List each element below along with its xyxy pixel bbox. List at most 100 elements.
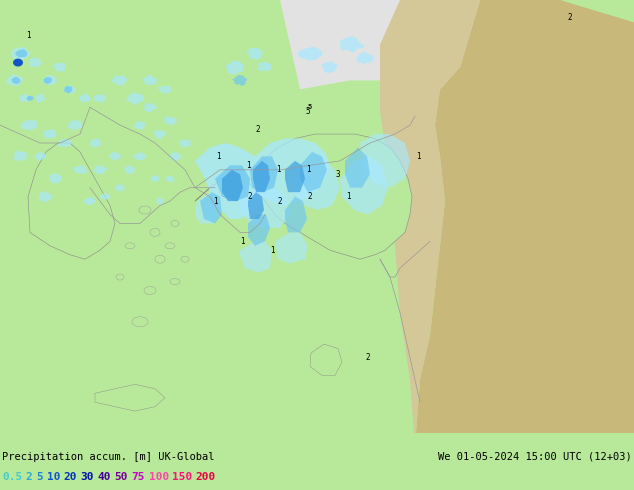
Polygon shape: [340, 156, 388, 215]
Text: 1: 1: [240, 237, 244, 246]
Polygon shape: [248, 215, 270, 246]
Text: 1: 1: [216, 152, 220, 161]
Text: 5: 5: [308, 104, 312, 110]
Text: 150: 150: [172, 472, 192, 482]
Polygon shape: [360, 134, 410, 188]
Text: 1: 1: [276, 165, 280, 174]
Ellipse shape: [181, 256, 189, 262]
Text: 1: 1: [212, 196, 217, 206]
Polygon shape: [42, 75, 59, 86]
Polygon shape: [300, 152, 327, 192]
Text: 75: 75: [131, 472, 145, 482]
Text: 3: 3: [335, 170, 340, 179]
Polygon shape: [179, 140, 192, 147]
Ellipse shape: [171, 220, 179, 226]
Polygon shape: [240, 188, 290, 228]
Polygon shape: [29, 57, 42, 68]
Ellipse shape: [132, 317, 148, 327]
Polygon shape: [280, 0, 570, 125]
Text: 2: 2: [567, 13, 573, 23]
Polygon shape: [39, 191, 53, 202]
Polygon shape: [0, 0, 200, 179]
Polygon shape: [215, 165, 250, 201]
Polygon shape: [143, 102, 158, 112]
Polygon shape: [222, 170, 243, 201]
Polygon shape: [58, 138, 72, 147]
Polygon shape: [165, 176, 174, 182]
Polygon shape: [53, 63, 67, 72]
Polygon shape: [225, 60, 243, 75]
Text: 20: 20: [63, 472, 77, 482]
Text: 5: 5: [306, 107, 310, 116]
Text: 50: 50: [115, 472, 128, 482]
Text: 2: 2: [256, 125, 261, 134]
Text: 1: 1: [346, 192, 351, 201]
Polygon shape: [158, 85, 172, 94]
Polygon shape: [255, 139, 330, 206]
Text: 2: 2: [25, 472, 32, 482]
Polygon shape: [200, 192, 222, 223]
Polygon shape: [345, 147, 370, 188]
Polygon shape: [11, 47, 30, 60]
Ellipse shape: [155, 255, 165, 263]
Polygon shape: [100, 193, 111, 199]
Polygon shape: [42, 129, 57, 139]
Polygon shape: [170, 151, 181, 161]
Polygon shape: [240, 241, 272, 272]
Polygon shape: [94, 166, 107, 174]
Text: 1: 1: [246, 161, 250, 170]
Polygon shape: [0, 0, 160, 156]
Polygon shape: [125, 92, 144, 105]
Polygon shape: [28, 143, 115, 259]
Ellipse shape: [150, 228, 160, 236]
Polygon shape: [321, 61, 338, 73]
Polygon shape: [285, 196, 307, 232]
Text: 0.5: 0.5: [2, 472, 22, 482]
Polygon shape: [35, 94, 45, 103]
Polygon shape: [79, 94, 91, 103]
Polygon shape: [64, 86, 73, 93]
Polygon shape: [295, 161, 340, 210]
Ellipse shape: [139, 206, 151, 214]
Text: We 01-05-2024 15:00 UTC (12+03): We 01-05-2024 15:00 UTC (12+03): [438, 452, 632, 462]
Ellipse shape: [116, 274, 124, 280]
Polygon shape: [141, 75, 158, 85]
Polygon shape: [153, 130, 167, 139]
Polygon shape: [84, 197, 96, 205]
Polygon shape: [112, 75, 129, 86]
Ellipse shape: [170, 278, 180, 285]
Polygon shape: [232, 75, 247, 86]
Polygon shape: [20, 120, 37, 130]
Text: 1: 1: [416, 152, 420, 161]
Polygon shape: [34, 152, 47, 161]
Polygon shape: [6, 74, 23, 86]
Ellipse shape: [144, 287, 156, 294]
Text: 2: 2: [248, 192, 252, 201]
Text: 2: 2: [307, 192, 313, 201]
Text: 2: 2: [278, 196, 282, 206]
Polygon shape: [13, 59, 23, 67]
Polygon shape: [285, 161, 305, 192]
Polygon shape: [49, 173, 62, 183]
Polygon shape: [356, 51, 374, 64]
Polygon shape: [380, 0, 480, 447]
Polygon shape: [195, 192, 220, 223]
Polygon shape: [0, 0, 634, 23]
Polygon shape: [67, 120, 83, 130]
Polygon shape: [11, 77, 21, 84]
Polygon shape: [27, 96, 34, 101]
Polygon shape: [275, 232, 308, 264]
Polygon shape: [15, 49, 28, 58]
Polygon shape: [43, 77, 53, 84]
Text: 1: 1: [269, 246, 275, 255]
Text: 200: 200: [195, 472, 216, 482]
Text: 100: 100: [148, 472, 169, 482]
Polygon shape: [115, 184, 126, 192]
Text: 2: 2: [366, 353, 370, 362]
Polygon shape: [134, 121, 146, 130]
Text: 10: 10: [46, 472, 60, 482]
Polygon shape: [339, 37, 364, 53]
Ellipse shape: [125, 243, 135, 249]
Polygon shape: [0, 434, 634, 447]
Polygon shape: [108, 151, 122, 160]
